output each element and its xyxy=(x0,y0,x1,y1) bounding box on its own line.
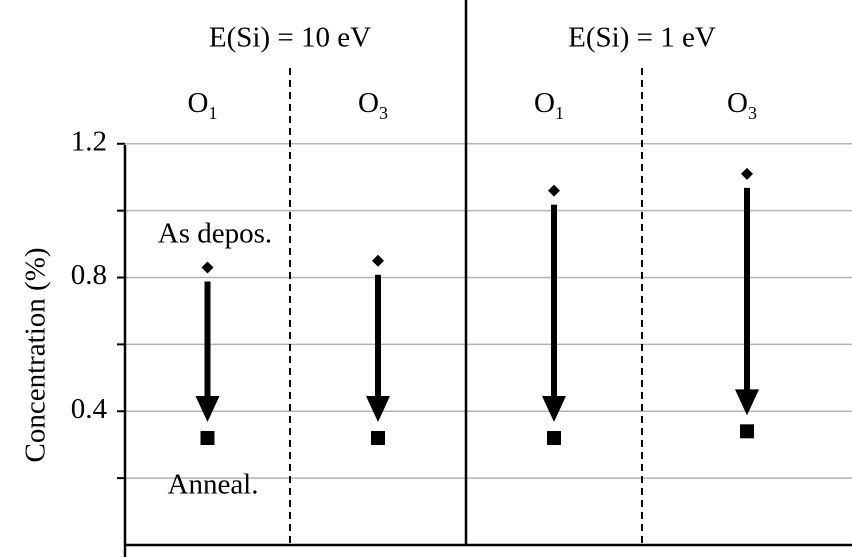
y-tick-label: 0.8 xyxy=(71,259,107,291)
y-tick-label: 1.2 xyxy=(71,125,107,157)
category-label: O1 xyxy=(534,87,564,123)
group-title: E(Si) = 1 eV xyxy=(568,22,716,54)
arrow-head xyxy=(735,389,759,416)
square-marker xyxy=(200,431,215,446)
square-marker xyxy=(740,424,754,439)
category-label: O3 xyxy=(358,87,388,123)
diamond-marker xyxy=(372,254,384,267)
diamond-marker xyxy=(741,167,753,180)
square-marker xyxy=(371,431,385,446)
square-marker xyxy=(547,431,561,446)
diamond-marker xyxy=(548,184,560,197)
diamond-marker xyxy=(201,261,214,274)
group-title: E(Si) = 10 eV xyxy=(209,22,371,54)
category-label: O3 xyxy=(727,87,757,123)
arrow-head xyxy=(195,396,220,423)
y-tick-label: 0.4 xyxy=(71,393,108,425)
arrow-head xyxy=(366,396,390,423)
series-label: As depos. xyxy=(158,218,272,250)
category-label: O1 xyxy=(188,87,218,123)
arrow-head xyxy=(542,396,566,423)
y-axis-label: Concentration (%) xyxy=(20,247,52,462)
series-label: Anneal. xyxy=(168,469,259,501)
